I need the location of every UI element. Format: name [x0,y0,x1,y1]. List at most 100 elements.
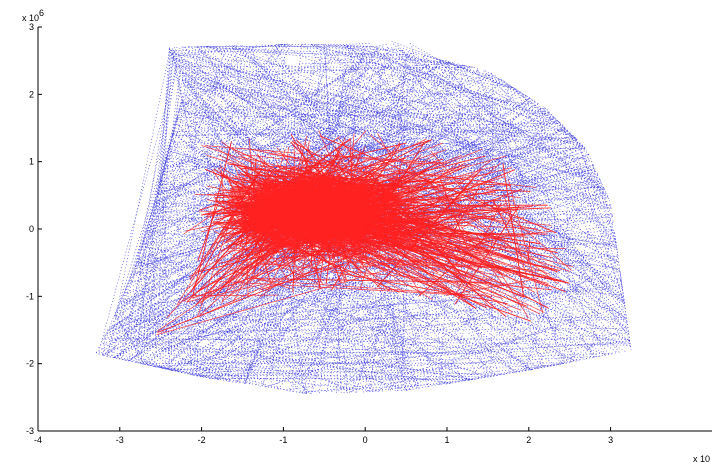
blue-segment [488,180,611,287]
blue-segment [301,43,631,343]
blue-segment [105,276,133,357]
blue-segment [502,80,588,151]
blue-segment [297,240,375,392]
red-core-point [356,208,374,226]
blue-segment [269,44,330,127]
blue-segment [323,44,348,393]
blue-segment [341,264,467,388]
blue-segment [264,198,358,371]
blue-segment [126,334,233,383]
blue-segment [457,117,515,274]
red-core-point [314,186,324,196]
blue-segment [447,61,472,157]
blue-segment [101,257,291,341]
blue-segment [515,88,578,140]
blue-segment [455,166,557,335]
blue-segment [178,69,362,153]
blue-segment [247,77,452,96]
red-core-point [291,194,302,206]
blue-segment [301,364,558,394]
blue-segment [262,268,504,309]
blue-segment [574,137,617,243]
blue-segment [136,64,177,347]
blue-segment [578,306,626,361]
blue-segment [133,316,627,322]
blue-segment [175,64,423,135]
red-segment [240,189,251,246]
blue-segment [168,47,531,371]
blue-segment [325,148,592,160]
blue-segment [293,159,398,380]
blue-segment [296,67,578,146]
blue-segment [510,159,627,317]
blue-segment [136,125,415,266]
blue-segment [506,82,580,142]
blue-segment [147,43,288,229]
blue-segment [448,132,547,215]
blue-segment [144,140,432,242]
blue-segment [332,133,624,296]
blue-segment [262,44,335,131]
y-tick-label: 2 [29,89,34,99]
blue-segment [164,45,243,165]
red-segment [454,205,520,305]
blue-segment [260,229,367,387]
blue-segment [111,260,138,322]
blue-segment [270,237,283,387]
blue-segment [378,221,563,364]
blue-segment [136,325,475,380]
blue-segment [311,43,554,117]
blue-segment [149,233,359,366]
blue-segment [325,70,406,394]
x-tick-label: 0 [363,435,368,445]
blue-segment [163,318,627,335]
blue-segment [373,69,572,326]
blue-segment [302,154,365,394]
blue-segment [404,147,586,152]
x-tick-label: -3 [116,435,124,445]
blue-segment [181,100,622,281]
blue-segment [182,62,456,81]
blue-segment [283,223,347,378]
blue-segment [151,219,617,246]
blue-segment [158,119,177,188]
blue-segment [450,154,538,289]
x-tick-label: -4 [34,435,42,445]
blue-segment [178,110,609,199]
blue-segment [429,135,630,335]
y-tick-label: -2 [26,359,34,369]
blue-segment [176,44,257,121]
blue-segment [203,149,577,369]
red-segment [339,231,531,300]
blue-segment [279,43,509,164]
blue-segment [268,239,468,381]
red-core-point [369,225,384,240]
red-core-point [380,188,393,202]
red-segment [502,163,525,298]
x-tick-label: 1 [444,435,449,445]
blue-segment [199,254,297,377]
blue-segment [133,237,422,275]
blue-segment [172,45,349,136]
blue-segment [546,109,590,155]
red-segment [439,186,480,257]
blue-segment [142,213,613,323]
red-segment [258,240,335,299]
blue-segment [243,128,394,384]
blue-segment [361,308,393,366]
red-segment [348,158,406,172]
blue-segment [395,48,610,355]
blue-segment [349,315,461,369]
blue-segment [114,314,138,353]
red-segment [450,242,535,293]
red-segment [239,167,310,175]
blue-segment [369,51,408,392]
blue-segment [284,340,630,391]
red-segment [258,253,328,261]
blue-segment [104,235,306,336]
blue-segment [410,234,594,270]
red-core-point [301,195,312,206]
blue-segment [490,147,587,149]
blue-segment [502,136,593,163]
